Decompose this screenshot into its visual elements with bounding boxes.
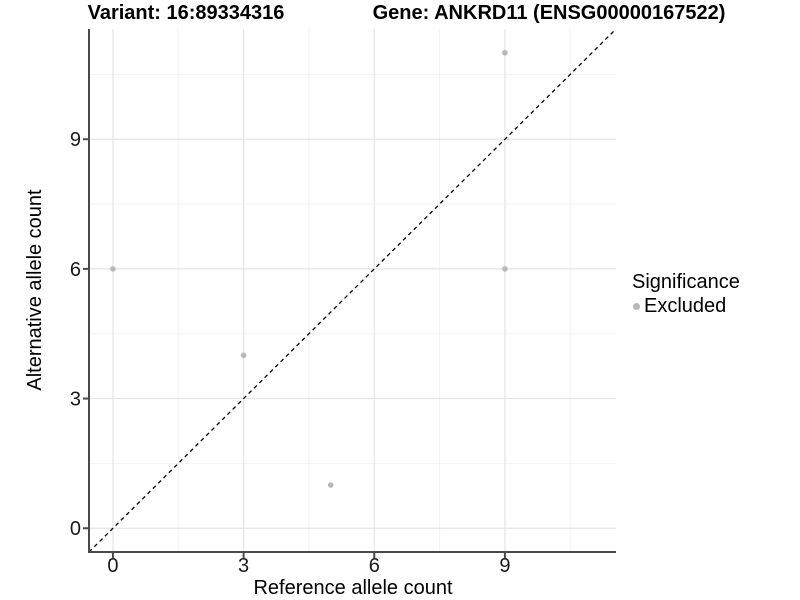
y-tick-label: 3: [70, 389, 81, 411]
legend-item-excluded: Excluded: [633, 295, 740, 317]
y-tick-label: 0: [70, 518, 81, 540]
data-point: [110, 266, 116, 272]
excluded-marker-icon: [633, 302, 640, 310]
legend-item-label: Excluded: [644, 295, 727, 317]
x-tick-label: 9: [499, 555, 510, 577]
y-axis-title: Alternative allele count: [24, 189, 46, 391]
identity-dashed-line: [88, 28, 617, 553]
data-point: [502, 49, 508, 56]
plot-title-variant: Variant: 16:89334316: [87, 2, 285, 24]
y-tick-label: 6: [70, 259, 81, 281]
data-point: [502, 266, 508, 272]
plot-title-gene: Gene: ANKRD11 (ENSG00000167522): [372, 2, 726, 24]
x-axis-title: Reference allele count: [253, 577, 453, 599]
y-tick-label: 9: [70, 129, 81, 151]
data-point: [240, 352, 247, 359]
x-tick-label: 0: [107, 555, 118, 577]
x-tick-label: 3: [238, 555, 249, 577]
x-tick-label: 6: [369, 555, 380, 577]
data-point: [327, 482, 334, 488]
legend: Significance Excluded: [632, 271, 740, 317]
legend-title: Significance: [632, 271, 740, 293]
